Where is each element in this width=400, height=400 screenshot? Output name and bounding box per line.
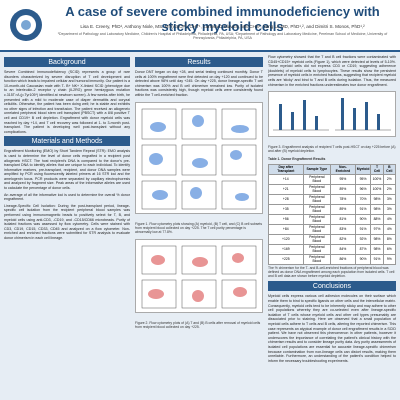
table-cell: 3% <box>382 193 396 205</box>
table-cell: Peripheral Blood <box>302 213 332 225</box>
figure-caption: Figure 2. Flow cytometry plots of (A) T … <box>135 321 261 330</box>
table-cell: 78% <box>330 193 356 205</box>
table-row: +225 Peripheral Blood 86% 90% 91% 9% <box>268 253 396 265</box>
table-cell: 4% <box>382 213 396 225</box>
authors: Lisa E. Creery, PhD¹, Anthony Nixle, MS,… <box>80 24 365 29</box>
logo <box>10 9 42 41</box>
table-header-row: Day after Transplant Sample Type Non-Enric… <box>268 163 396 175</box>
table-cell: 9% <box>382 253 396 265</box>
table-cell: 92% <box>354 233 372 245</box>
column-header: Non-Enriched <box>330 163 356 175</box>
table-row: +21 Peripheral Blood 89% 96% 100% 2% <box>268 183 396 195</box>
section-heading: Background <box>4 57 130 67</box>
table-cell: 89% <box>330 203 356 215</box>
table-cell: Peripheral Blood <box>302 243 332 255</box>
table-row: +14 Peripheral Blood 95% 95% 100% 2% <box>268 173 396 185</box>
table-cell: 88% <box>370 213 384 225</box>
table-cell: Peripheral Blood <box>302 193 332 205</box>
table-cell: 96% <box>354 183 372 195</box>
table-cell: 90% <box>354 213 372 225</box>
paragraph: Flow cytometry showed that the T and B c… <box>268 55 396 87</box>
figure-1 <box>135 101 263 214</box>
table-cell: 8% <box>382 233 396 245</box>
paragraph: An average of all the informative loci i… <box>4 192 130 202</box>
section-heading: Results <box>135 57 263 67</box>
paragraph: Lineage-Specific Cell Isolation: During … <box>4 203 130 240</box>
table-cell: 86% <box>330 253 356 265</box>
table-row: +169 Peripheral Blood 84% 87% 98% 6% <box>268 243 396 255</box>
paragraph: Myeloid cells express various cell adhes… <box>268 294 396 363</box>
table-cell: 90% <box>354 253 372 265</box>
table-cell: Peripheral Blood <box>302 183 332 195</box>
paragraph: Engraftment Monitoring (EMO) by Short Ta… <box>4 149 130 191</box>
table-cell: 87% <box>354 243 372 255</box>
column-header: T Cell <box>370 163 384 175</box>
table-cell: 2% <box>382 173 396 185</box>
column-header: Myeloid <box>354 163 372 175</box>
table-caption: Table 1. Donor Engraftment Results <box>268 156 326 161</box>
affiliation: ¹Department of Pathology and Laboratory … <box>57 32 388 41</box>
figure-caption: Figure 3. Engraftment analysis of recipi… <box>268 145 396 154</box>
section-heading: Materials and Methods <box>4 136 130 147</box>
table-cell: +120 <box>268 233 304 245</box>
column-header: Day after Transplant <box>268 163 304 175</box>
column-header: Sample Type <box>302 163 332 175</box>
table-cell: 98% <box>370 243 384 255</box>
table-cell: Peripheral Blood <box>302 233 332 245</box>
table-cell: Peripheral Blood <box>302 173 332 185</box>
table-cell: 82% <box>330 233 356 245</box>
table-row: +84 Peripheral Blood 83% 91% 97% 4% <box>268 223 396 235</box>
table-cell: 100% <box>370 183 384 195</box>
table-cell: 70% <box>354 193 372 205</box>
section-heading: Conclusions <box>268 281 396 292</box>
table-cell: 91% <box>354 203 372 215</box>
table-cell: +169 <box>268 243 304 255</box>
table-cell: 98% <box>370 233 384 245</box>
paragraph: Severe Combined Immunodeficiency (SCID) … <box>4 70 130 134</box>
column-2: Results Donor DNT began on day +28, and … <box>135 55 263 397</box>
table-cell: 95% <box>330 173 356 185</box>
table-cell: +56 <box>268 213 304 225</box>
table-cell: 100% <box>370 173 384 185</box>
table-cell: +35 <box>268 203 304 215</box>
table-cell: 98% <box>370 193 384 205</box>
table-cell: 6% <box>382 243 396 255</box>
column-3: Flow cytometry showed that the T and B c… <box>268 55 396 397</box>
table-cell: 95% <box>354 173 372 185</box>
figure-3 <box>268 91 396 138</box>
table-cell: Peripheral Blood <box>302 253 332 265</box>
title: A case of severe combined immunodeficien… <box>65 4 380 34</box>
table-row: +28 Peripheral Blood 78% 70% 98% 3% <box>268 193 396 205</box>
table-row: +120 Peripheral Blood 82% 92% 98% 8% <box>268 233 396 245</box>
table-cell: +225 <box>268 253 304 265</box>
table-cell: Peripheral Blood <box>302 223 332 235</box>
figure-caption: Figure 1. Flow cytometry plots showing (… <box>135 221 263 234</box>
table-cell: 2% <box>382 183 396 195</box>
table-row: +35 Peripheral Blood 89% 91% 98% 3% <box>268 203 396 215</box>
column-header: B Cell <box>382 163 396 175</box>
table-cell: Peripheral Blood <box>302 203 332 215</box>
table-cell: +84 <box>268 223 304 235</box>
figure-2 <box>135 239 263 314</box>
table-cell: +28 <box>268 193 304 205</box>
table-cell: 89% <box>330 183 356 195</box>
table-cell: +14 <box>268 173 304 185</box>
column-1: Background Severe Combined Immunodeficie… <box>4 55 130 397</box>
table-note: The % chimerism for the T- and B-cell-en… <box>268 265 395 279</box>
paragraph: Donor DNT began on day +28, and serial t… <box>135 70 263 97</box>
table-cell: 97% <box>370 223 384 235</box>
table-cell: 4% <box>382 223 396 235</box>
header: A case of severe combined immunodeficien… <box>0 0 400 52</box>
table-cell: 83% <box>330 223 356 235</box>
table-cell: 98% <box>370 203 384 215</box>
table-cell: 81% <box>330 213 356 225</box>
table-cell: 91% <box>370 253 384 265</box>
engraftment-table: Day after Transplant Sample Type Non-Enric… <box>268 163 396 265</box>
table-cell: 3% <box>382 203 396 215</box>
table-cell: 91% <box>354 223 372 235</box>
table-row: +56 Peripheral Blood 81% 90% 88% 4% <box>268 213 396 225</box>
table-cell: 84% <box>330 243 356 255</box>
table-cell: +21 <box>268 183 304 195</box>
